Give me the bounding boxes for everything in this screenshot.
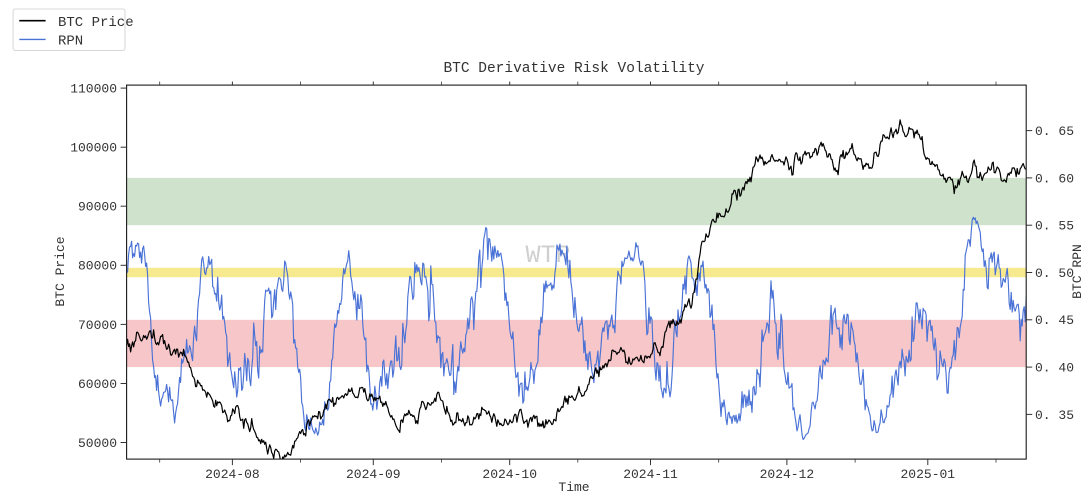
svg-text:2024-09: 2024-09 [346, 467, 401, 482]
svg-text:RPN: RPN [58, 34, 83, 50]
svg-text:100000: 100000 [70, 141, 117, 156]
svg-text:110000: 110000 [70, 82, 117, 97]
svg-text:0. 35: 0. 35 [1035, 408, 1074, 423]
svg-text:2024-12: 2024-12 [760, 467, 815, 482]
svg-text:90000: 90000 [78, 200, 117, 215]
svg-text:2024-08: 2024-08 [205, 467, 260, 482]
svg-text:2024-11: 2024-11 [623, 467, 678, 482]
svg-text:2025-01: 2025-01 [900, 467, 955, 482]
svg-text:80000: 80000 [78, 259, 117, 274]
svg-text:60000: 60000 [78, 377, 117, 392]
svg-text:Time: Time [558, 480, 589, 495]
svg-text:50000: 50000 [78, 436, 117, 451]
svg-text:70000: 70000 [78, 318, 117, 333]
svg-text:BTC RPN: BTC RPN [1070, 244, 1085, 299]
svg-text:0. 60: 0. 60 [1035, 171, 1074, 186]
svg-text:BTC Price: BTC Price [58, 15, 134, 31]
svg-text:0. 50: 0. 50 [1035, 266, 1074, 281]
svg-text:0. 45: 0. 45 [1035, 313, 1074, 328]
svg-text:0. 40: 0. 40 [1035, 361, 1074, 376]
svg-text:0. 55: 0. 55 [1035, 219, 1074, 234]
svg-text:2024-10: 2024-10 [482, 467, 537, 482]
svg-text:BTC Price: BTC Price [53, 236, 68, 306]
svg-text:0. 65: 0. 65 [1035, 124, 1074, 139]
svg-text:BTC Derivative Risk Volatility: BTC Derivative Risk Volatility [443, 61, 704, 77]
